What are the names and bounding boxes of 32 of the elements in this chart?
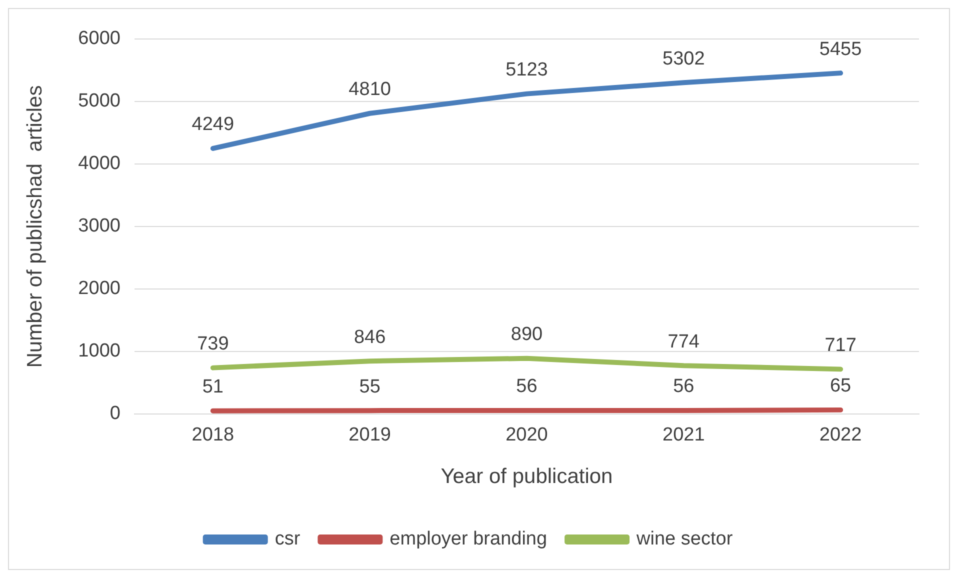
- y-axis-title: Number of publicshad articles: [23, 85, 46, 368]
- x-tick-label: 2022: [819, 424, 862, 446]
- data-label: 65: [830, 376, 852, 397]
- data-label: 5455: [819, 38, 862, 60]
- y-tick-label: 0: [110, 403, 120, 424]
- x-tick-label: 2021: [662, 424, 705, 446]
- legend-label: employer branding: [390, 528, 548, 550]
- data-label: 4810: [348, 79, 391, 100]
- data-label: 5302: [662, 48, 705, 70]
- data-label: 717: [824, 334, 856, 356]
- data-label: 4249: [192, 114, 234, 136]
- legend-label: wine sector: [636, 528, 734, 550]
- data-label: 56: [516, 376, 538, 398]
- x-tick-label: 2019: [348, 424, 391, 446]
- data-label: 51: [202, 376, 224, 398]
- data-label: 56: [673, 376, 694, 398]
- x-tick-label: 2020: [506, 424, 548, 446]
- data-label: 739: [197, 334, 229, 355]
- data-label: 846: [354, 326, 386, 348]
- x-tick-label: 2018: [192, 424, 234, 446]
- data-label: 5123: [506, 60, 548, 81]
- y-tick-label: 4000: [78, 153, 120, 174]
- data-label: 55: [359, 376, 380, 398]
- legend-label: csr: [274, 528, 301, 550]
- x-axis-title: Year of publication: [440, 465, 613, 488]
- y-tick-label: 1000: [78, 340, 120, 362]
- y-tick-label: 6000: [78, 28, 120, 50]
- data-label: 890: [510, 324, 543, 346]
- y-tick-label: 5000: [78, 90, 120, 112]
- y-tick-label: 3000: [78, 216, 120, 237]
- y-tick-label: 2000: [78, 278, 120, 300]
- data-label: 774: [668, 331, 700, 352]
